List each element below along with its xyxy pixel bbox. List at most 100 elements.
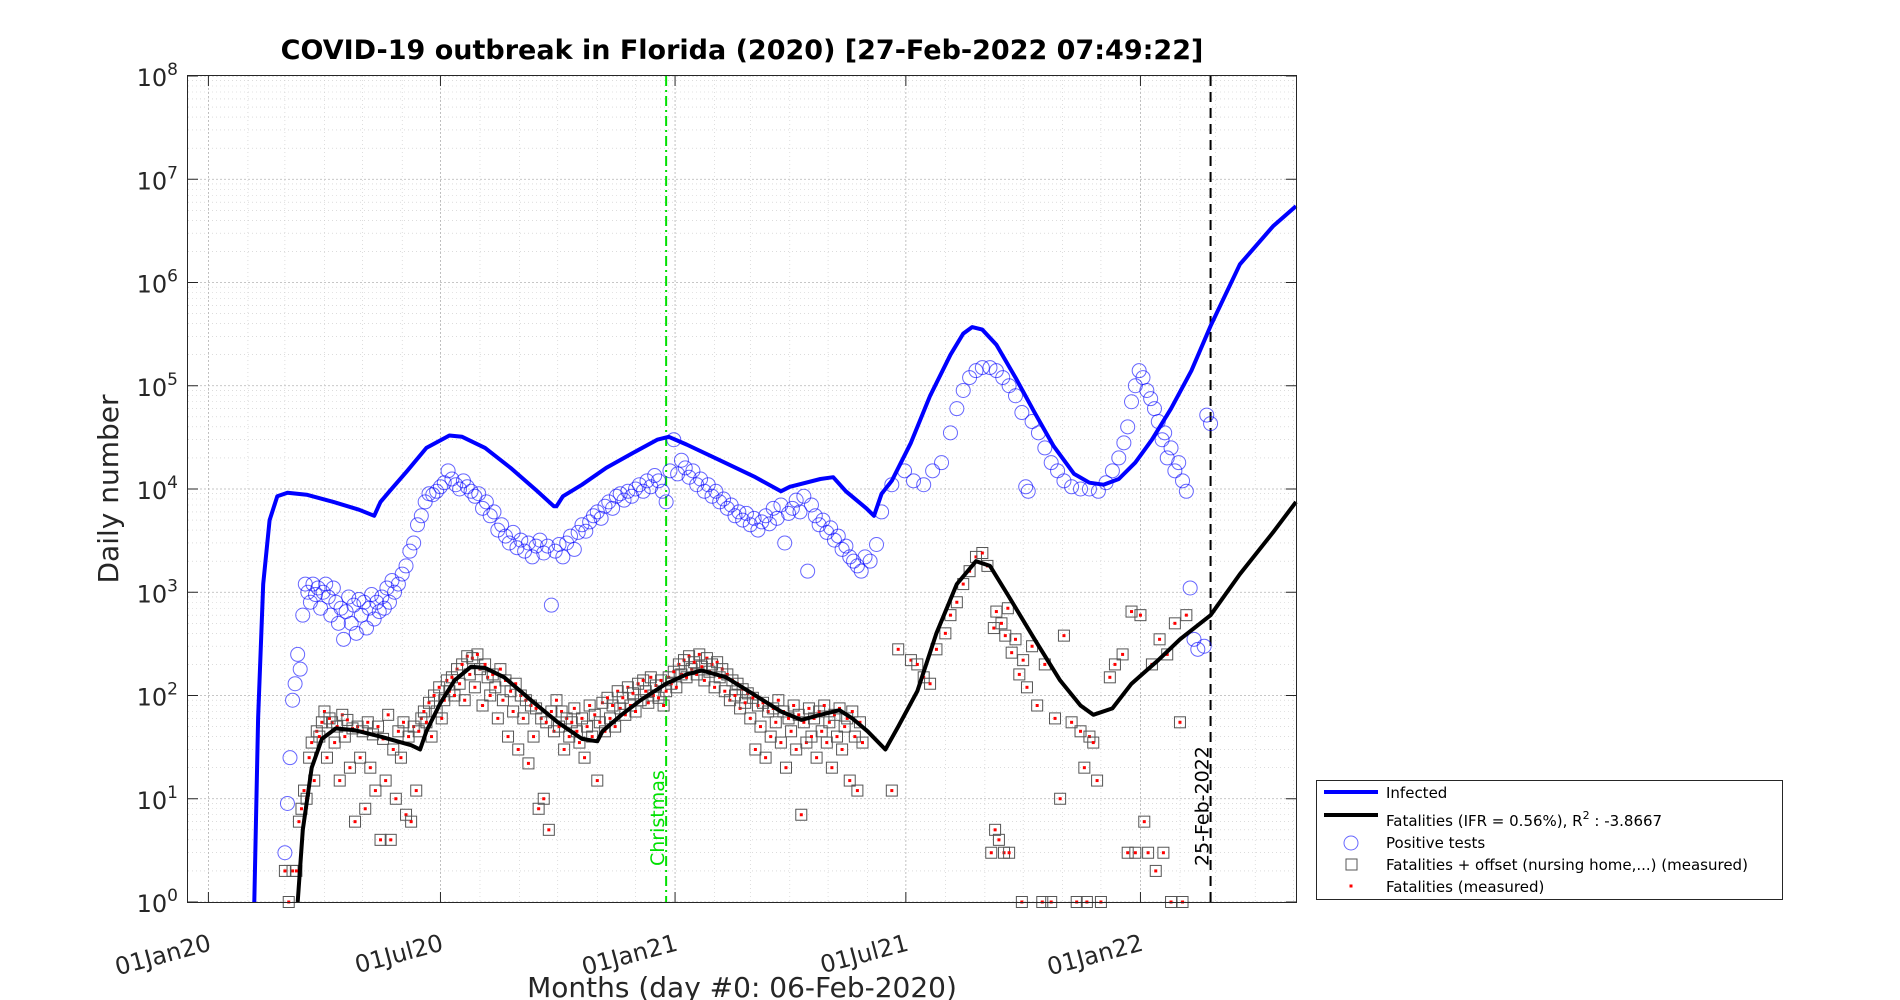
- fatalities-offset-point: [836, 743, 849, 756]
- fatalities-offset-point: [1173, 716, 1186, 729]
- fatalities-measured-point: [417, 729, 421, 733]
- fatalities-offset-point: [354, 751, 367, 764]
- positive-test-point: [429, 483, 445, 499]
- y-tick-label: 102: [137, 680, 178, 712]
- fatalities-measured-point: [1058, 797, 1062, 801]
- fatalities-measured-point: [1062, 634, 1066, 638]
- fatalities-measured-point: [547, 828, 551, 832]
- fatalities-measured-point: [407, 735, 411, 739]
- positive-test-point: [800, 563, 816, 579]
- positive-test-point: [308, 587, 324, 603]
- positive-test-point: [761, 516, 777, 532]
- fatalities-measured-point: [338, 779, 342, 783]
- positive-test-point: [381, 594, 397, 610]
- fatalities-measured-point: [948, 613, 952, 617]
- y-tick-exponent: 3: [167, 576, 178, 596]
- y-tick-exponent: 4: [167, 473, 178, 493]
- y-tick-base: 10: [137, 477, 168, 505]
- fatalities-measured-point: [1082, 766, 1086, 770]
- fatalities-offset-point: [976, 546, 989, 559]
- positive-test-point: [394, 566, 410, 582]
- fatalities-measured-point: [345, 718, 349, 722]
- fatalities-offset-point: [728, 689, 741, 702]
- positive-test-point: [290, 646, 306, 662]
- fatalities-offset-point: [769, 716, 782, 729]
- positive-test-point: [366, 611, 382, 627]
- fatalities-offset-point: [387, 743, 400, 756]
- fatalities-measured-point: [422, 709, 426, 713]
- fatalities-measured-point: [700, 665, 704, 669]
- fatalities-measured-point: [585, 725, 589, 729]
- positive-test-point: [635, 483, 651, 499]
- fatalities-offset-point: [963, 565, 976, 578]
- fatalities-measured-point: [493, 685, 497, 689]
- fatalities-measured-point: [896, 647, 900, 651]
- positive-test-point: [1037, 440, 1053, 456]
- positive-test-point: [869, 537, 885, 553]
- fatalities-offset-point: [502, 730, 515, 743]
- positive-test-point: [1014, 405, 1030, 421]
- fatalities-measured-point: [399, 756, 403, 760]
- fatalities-measured-point: [483, 662, 487, 666]
- fatalities-measured-point: [1013, 637, 1017, 641]
- fatalities-offset-point: [744, 712, 757, 725]
- fatalities-measured-point: [649, 675, 653, 679]
- fatalities-measured-point: [848, 779, 852, 783]
- fatalities-offset-point: [369, 784, 382, 797]
- fatalities-measured-point: [501, 698, 505, 702]
- fatalities-offset-point: [512, 743, 525, 756]
- fatalities-measured-point: [723, 689, 727, 693]
- fatalities-measured-point: [1161, 851, 1165, 855]
- positive-test-point: [1073, 481, 1089, 497]
- fatalities-measured-point: [488, 694, 492, 697]
- fatalities-measured-point: [514, 682, 518, 686]
- fatalities-offset-point: [1003, 846, 1016, 859]
- fatalities-measured-point: [458, 682, 462, 686]
- chart-title: COVID-19 outbreak in Florida (2020) [27-…: [281, 35, 1204, 66]
- positive-test-point: [371, 604, 387, 620]
- fatalities-measured-point: [496, 716, 500, 720]
- series-positive-tests: [277, 360, 1219, 861]
- fatalities-measured-point: [310, 741, 314, 745]
- fatalities-measured-point: [992, 626, 996, 630]
- legend-r2-superscript: 2: [1583, 809, 1590, 822]
- fatalities-offset-point: [507, 705, 520, 718]
- positive-test-point: [650, 473, 666, 489]
- positive-test-point: [570, 524, 586, 540]
- fatalities-measured-point: [993, 828, 997, 832]
- positive-test-point: [925, 463, 941, 479]
- fatalities-measured-point: [580, 716, 584, 720]
- positive-test-point: [673, 452, 689, 468]
- positive-test-point: [379, 580, 395, 596]
- fatalities-measured-point: [799, 813, 803, 817]
- positive-test-point: [505, 524, 521, 540]
- fatalities-offset-point: [1057, 629, 1070, 642]
- positive-test-point: [318, 576, 334, 592]
- fatalities-measured-point: [980, 551, 984, 555]
- fatalities-measured-point: [391, 747, 395, 751]
- legend-positive-tests-swatch: [1343, 835, 1359, 851]
- positive-test-point: [320, 589, 336, 605]
- fatalities-offset-point: [657, 699, 670, 712]
- positive-test-point: [995, 370, 1011, 386]
- fatalities-measured-point: [534, 706, 538, 710]
- fatalities-offset-point: [987, 622, 1000, 635]
- y-tick-exponent: 5: [167, 370, 178, 390]
- positive-test-point: [974, 360, 990, 376]
- grid-major: [188, 75, 1296, 903]
- positive-test-point: [838, 538, 854, 554]
- positive-test-point: [325, 580, 341, 596]
- fatalities-measured-point: [672, 670, 676, 674]
- positive-test-point: [1154, 432, 1170, 448]
- fatalities-measured-point: [835, 735, 839, 739]
- fatalities-offset-point: [999, 629, 1012, 642]
- positive-test-point: [916, 477, 932, 493]
- fatalities-measured-point: [299, 807, 303, 811]
- positive-test-point: [463, 483, 479, 499]
- positive-test-point: [543, 597, 559, 613]
- fatalities-offset-point: [527, 730, 540, 743]
- fatalities-measured-point: [463, 698, 467, 702]
- fatalities-measured-point: [567, 735, 571, 739]
- fatalities-offset-point: [331, 720, 344, 733]
- fatalities-offset-point: [397, 716, 410, 729]
